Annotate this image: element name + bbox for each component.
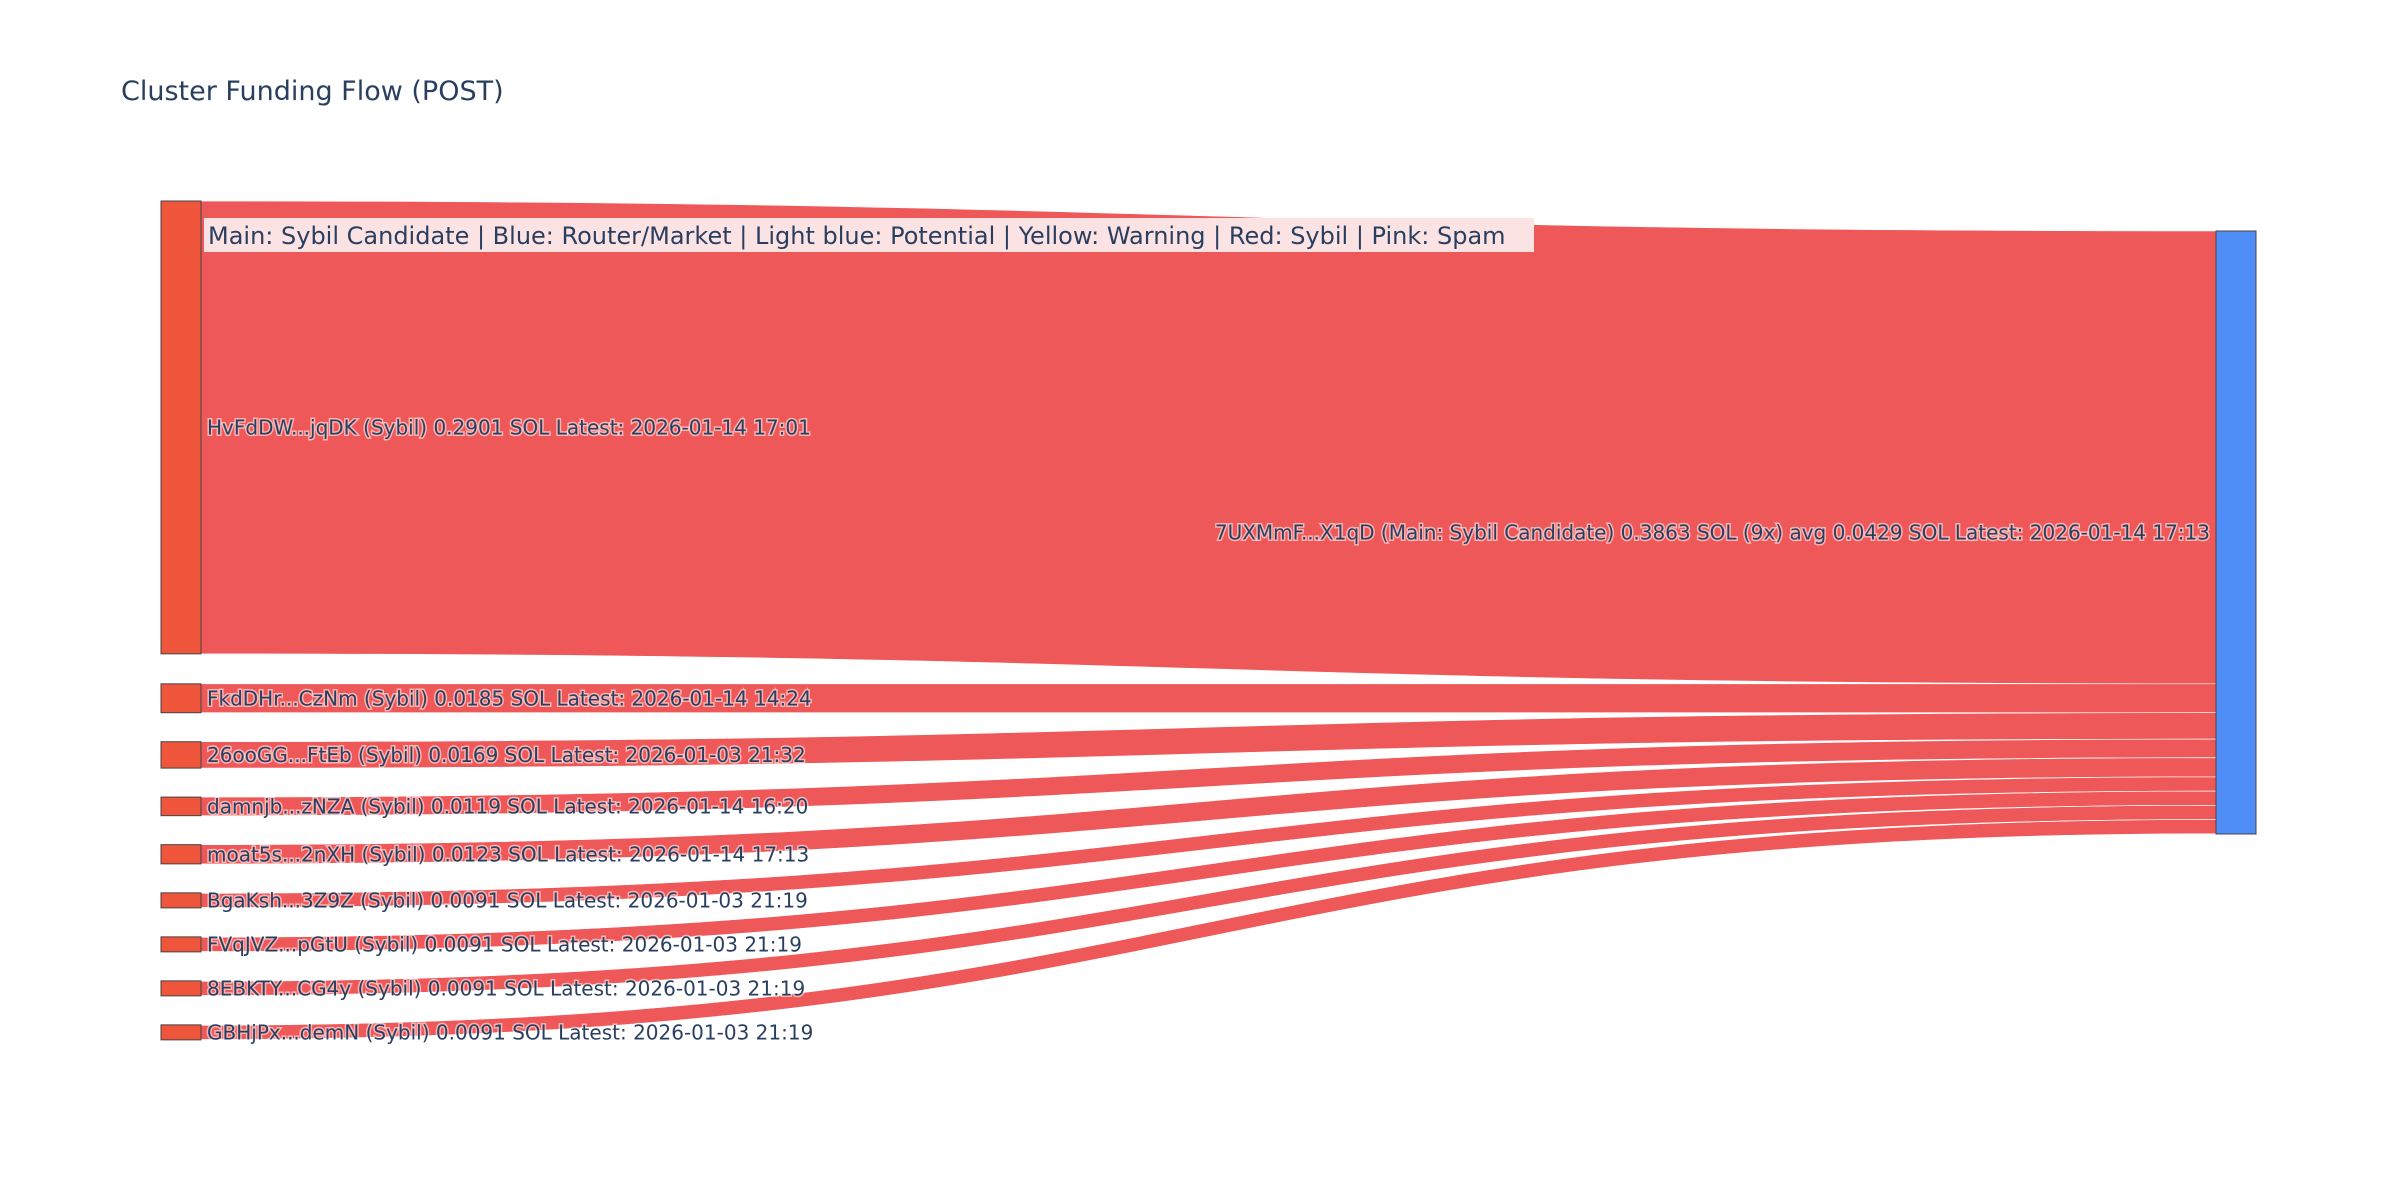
- source-node: [160, 200, 202, 655]
- sankey-links: [200, 200, 2217, 1040]
- target-node: [2215, 230, 2257, 835]
- source-node-label: 26ooGG...FtEb (Sybil) 0.0169 SOL Latest:…: [207, 743, 806, 767]
- source-node: [160, 844, 202, 865]
- sankey-nodes: [160, 200, 2257, 1041]
- source-node-label: damnjb...zNZA (Sybil) 0.0119 SOL Latest:…: [207, 794, 808, 818]
- chart-title: Cluster Funding Flow (POST): [121, 76, 504, 107]
- source-node: [160, 741, 202, 769]
- source-node: [160, 1024, 202, 1041]
- legend-background: [204, 218, 1534, 252]
- source-node: [160, 980, 202, 997]
- source-node: [160, 936, 202, 953]
- source-node: [160, 683, 202, 714]
- sankey-labels: HvFdDW...jqDK (Sybil) 0.2901 SOL Latest:…: [206, 414, 2212, 1046]
- legend-annotation: Main: Sybil Candidate | Blue: Router/Mar…: [204, 218, 1534, 252]
- target-node-label: 7UXMmF...X1qD (Main: Sybil Candidate) 0.…: [1215, 521, 2210, 545]
- source-node-label: 8EBKTY...CG4y (Sybil) 0.0091 SOL Latest:…: [207, 976, 805, 1000]
- legend-text: Main: Sybil Candidate | Blue: Router/Mar…: [208, 222, 1506, 250]
- source-node-label: FVqJVZ...pGtU (Sybil) 0.0091 SOL Latest:…: [207, 932, 802, 956]
- sankey-link: [200, 200, 2217, 685]
- source-node-label: HvFdDW...jqDK (Sybil) 0.2901 SOL Latest:…: [207, 415, 811, 439]
- source-node: [160, 892, 202, 909]
- source-node-label: GBHjPx...demN (Sybil) 0.0091 SOL Latest:…: [207, 1020, 813, 1044]
- source-node-label: BgaKsh...3Z9Z (Sybil) 0.0091 SOL Latest:…: [207, 888, 808, 912]
- source-node: [160, 796, 202, 817]
- source-node-label: FkdDHr...CzNm (Sybil) 0.0185 SOL Latest:…: [207, 686, 812, 710]
- source-node-label: moat5s...2nXH (Sybil) 0.0123 SOL Latest:…: [207, 842, 809, 866]
